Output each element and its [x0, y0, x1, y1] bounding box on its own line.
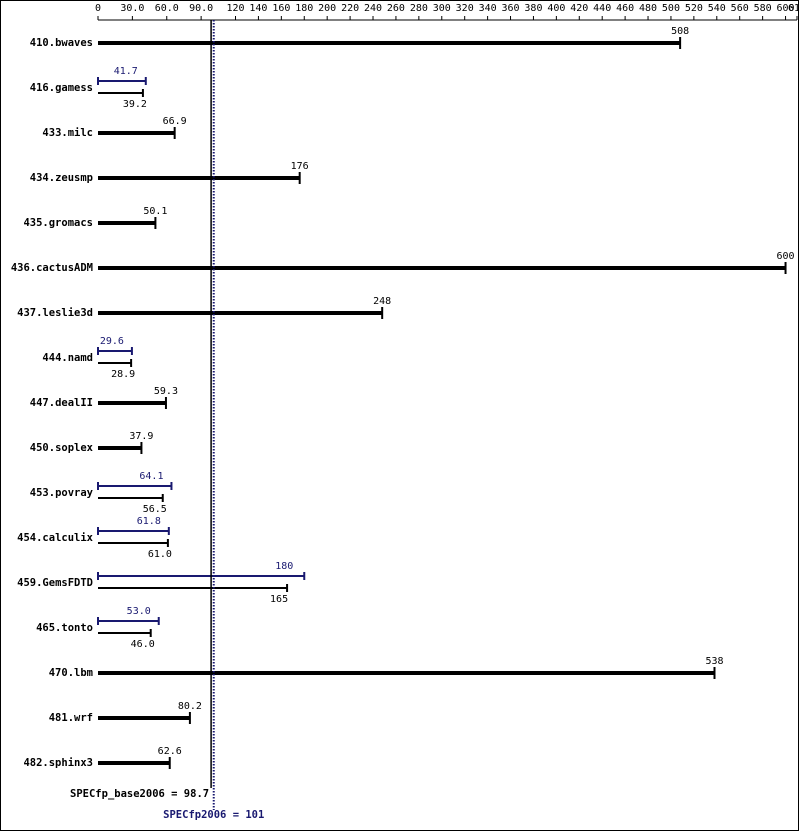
x-tick-label: 140 — [249, 3, 267, 14]
value-label: 165 — [270, 594, 288, 605]
category-label: 459.GemsFDTD — [17, 577, 93, 589]
x-tick-label: 0 — [95, 3, 101, 14]
value-label: 248 — [373, 296, 391, 307]
value-label: 53.0 — [127, 606, 151, 617]
x-tick-label: 580 — [754, 3, 772, 14]
x-tick-label: 220 — [341, 3, 359, 14]
x-tick-label: 120 — [226, 3, 244, 14]
x-tick-label: 60.0 — [155, 3, 179, 14]
value-label: 600 — [777, 251, 795, 262]
x-tick-label: 480 — [639, 3, 657, 14]
category-label: 436.cactusADM — [11, 262, 93, 274]
value-label: 66.9 — [163, 116, 187, 127]
value-label: 538 — [705, 656, 723, 667]
x-tick-label: 200 — [318, 3, 336, 14]
x-tick-label: 400 — [547, 3, 565, 14]
category-label: 453.povray — [30, 487, 94, 499]
value-label: 50.1 — [143, 206, 167, 217]
x-tick-label: 280 — [410, 3, 428, 14]
x-tick-label: 260 — [387, 3, 405, 14]
category-label: 465.tonto — [36, 622, 93, 634]
value-label: 39.2 — [123, 99, 147, 110]
value-label: 37.9 — [129, 431, 153, 442]
x-tick-label: 380 — [524, 3, 542, 14]
x-tick-label: 240 — [364, 3, 382, 14]
category-label: 450.soplex — [30, 442, 94, 454]
value-label: 62.6 — [158, 746, 182, 757]
value-label: 56.5 — [143, 504, 167, 515]
x-tick-label: 320 — [456, 3, 474, 14]
value-label: 29.6 — [100, 336, 124, 347]
category-label: 410.bwaves — [30, 37, 93, 49]
x-tick-label: 420 — [570, 3, 588, 14]
reference-label: SPECfp2006 = 101 — [163, 809, 264, 821]
x-tick-label: 520 — [685, 3, 703, 14]
value-label: 176 — [291, 161, 309, 172]
category-label: 481.wrf — [49, 712, 93, 724]
value-label: 61.0 — [148, 549, 172, 560]
x-tick-label: 340 — [479, 3, 497, 14]
value-label: 41.7 — [114, 66, 138, 77]
category-label: 482.sphinx3 — [23, 757, 93, 769]
category-label: 447.dealII — [30, 397, 93, 409]
x-tick-label: 160 — [272, 3, 290, 14]
x-tick-label: 540 — [708, 3, 726, 14]
value-label: 46.0 — [131, 639, 155, 650]
x-tick-label: 300 — [433, 3, 451, 14]
x-tick-label: 440 — [593, 3, 611, 14]
value-label: 61.8 — [137, 516, 161, 527]
value-label: 508 — [671, 26, 689, 37]
category-label: 444.namd — [42, 352, 93, 364]
x-tick-label: 90.0 — [189, 3, 213, 14]
x-tick-label: 600 — [777, 3, 795, 14]
category-label: 434.zeusmp — [30, 172, 93, 184]
x-tick-label: 360 — [501, 3, 519, 14]
x-tick-label: 30.0 — [120, 3, 144, 14]
value-label: 59.3 — [154, 386, 178, 397]
category-label: 435.gromacs — [23, 217, 93, 229]
reference-label: SPECfp_base2006 = 98.7 — [70, 788, 209, 800]
x-tick-label: 610 — [788, 3, 799, 14]
x-tick-label: 460 — [616, 3, 634, 14]
value-label: 180 — [275, 561, 293, 572]
value-label: 64.1 — [139, 471, 163, 482]
category-label: 433.milc — [42, 127, 93, 139]
category-label: 470.lbm — [49, 667, 93, 679]
category-label: 454.calculix — [17, 532, 94, 544]
x-tick-label: 560 — [731, 3, 749, 14]
value-label: 28.9 — [111, 369, 135, 380]
category-label: 416.gamess — [30, 82, 93, 94]
category-label: 437.leslie3d — [17, 307, 93, 319]
value-label: 80.2 — [178, 701, 202, 712]
x-tick-label: 180 — [295, 3, 313, 14]
x-tick-label: 500 — [662, 3, 680, 14]
